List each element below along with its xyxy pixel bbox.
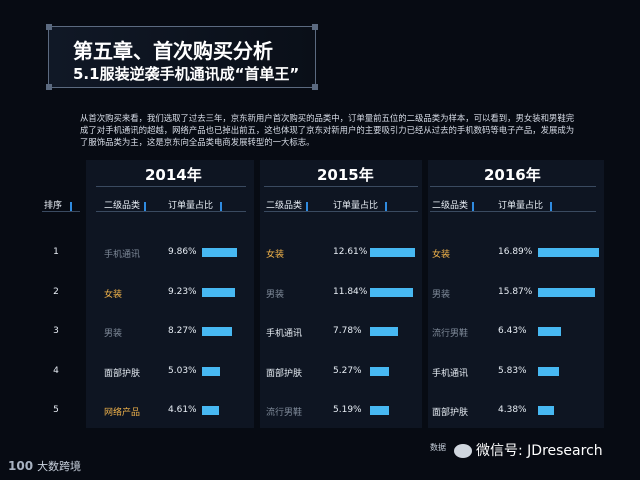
order-share-bar	[538, 288, 595, 297]
category-name: 女装	[432, 250, 451, 260]
order-share-bar	[202, 327, 232, 336]
chapter-title: 第五章、首次购买分析	[73, 39, 273, 63]
order-share-bar	[202, 248, 237, 257]
order-share-value: 5.83%	[498, 366, 527, 376]
order-share-bar	[538, 327, 561, 336]
intro-paragraph: 从首次购买来看，我们选取了过去三年，京东新用户首次购买的品类中，订单量前五位的二…	[80, 113, 575, 147]
footer-brand: 100 大数跨境	[8, 458, 81, 474]
category-name: 手机通讯	[432, 369, 469, 379]
order-share-value: 12.61%	[333, 247, 368, 257]
header-underline	[96, 211, 246, 212]
share-header: 订单量占比	[498, 201, 544, 211]
category-header-marker	[472, 202, 474, 212]
category-header: 二级品类	[104, 201, 141, 211]
order-share-value: 5.27%	[333, 366, 362, 376]
year-underline	[96, 186, 246, 187]
category-name: 网络产品	[104, 408, 141, 418]
category-name: 男装	[266, 290, 285, 300]
category-name: 手机通讯	[104, 250, 141, 260]
category-header: 二级品类	[266, 201, 303, 211]
section-title: 5.1服装逆袭手机通讯成“首单王”	[73, 65, 300, 83]
header-underline	[430, 211, 596, 212]
rank-2: 2	[53, 287, 59, 297]
wechat-id: 微信号: JDresearch	[476, 443, 603, 459]
share-header-marker	[385, 202, 387, 212]
category-name: 流行男鞋	[432, 329, 469, 339]
order-share-bar	[202, 406, 219, 415]
category-name: 男装	[432, 290, 451, 300]
title-box-corner	[46, 24, 52, 30]
rank-1: 1	[53, 247, 59, 257]
order-share-value: 15.87%	[498, 287, 533, 297]
order-share-value: 11.84%	[333, 287, 368, 297]
year-underline	[430, 186, 596, 187]
order-share-value: 5.19%	[333, 405, 362, 415]
rank-header-marker	[70, 202, 72, 212]
title-box: 第五章、首次购买分析 5.1服装逆袭手机通讯成“首单王”	[46, 24, 318, 90]
order-share-bar	[370, 327, 398, 336]
year-heading-2015: 2015年	[317, 166, 374, 184]
order-share-value: 7.78%	[333, 326, 362, 336]
category-header-marker	[144, 202, 146, 212]
category-name: 流行男鞋	[266, 408, 303, 418]
order-share-bar	[202, 288, 235, 297]
title-box-corner	[312, 24, 318, 30]
wechat-icon	[454, 444, 472, 458]
order-share-value: 6.43%	[498, 326, 527, 336]
category-name: 面部护肤	[432, 408, 469, 418]
order-share-value: 4.38%	[498, 405, 527, 415]
brand-name: 大数跨境	[37, 460, 82, 473]
order-share-bar	[538, 406, 554, 415]
rank-3: 3	[53, 326, 59, 336]
order-share-bar	[370, 406, 389, 415]
category-name: 女装	[266, 250, 285, 260]
rank-header: 排序	[44, 201, 63, 211]
order-share-bar	[538, 367, 559, 376]
brand-logo: 100	[8, 459, 34, 473]
category-header-marker	[306, 202, 308, 212]
year-heading-2014: 2014年	[145, 166, 202, 184]
order-share-bar	[202, 367, 220, 376]
share-header-marker	[220, 202, 222, 212]
order-share-bar	[370, 288, 413, 297]
header-underline	[264, 211, 418, 212]
category-name: 男装	[104, 329, 123, 339]
year-heading-2016: 2016年	[484, 166, 541, 184]
order-share-bar	[538, 248, 599, 257]
data-source-label: 数据	[430, 443, 446, 452]
rank-4: 4	[53, 366, 59, 376]
rank-5: 5	[53, 405, 59, 415]
order-share-value: 9.23%	[168, 287, 197, 297]
share-header: 订单量占比	[333, 201, 379, 211]
share-header-marker	[550, 202, 552, 212]
order-share-value: 16.89%	[498, 247, 533, 257]
category-name: 面部护肤	[104, 369, 141, 379]
category-header: 二级品类	[432, 201, 469, 211]
title-box-corner	[312, 84, 318, 90]
category-name: 手机通讯	[266, 329, 303, 339]
category-name: 面部护肤	[266, 369, 303, 379]
year-underline	[264, 186, 418, 187]
title-box-corner	[46, 84, 52, 90]
share-header: 订单量占比	[168, 201, 214, 211]
order-share-value: 8.27%	[168, 326, 197, 336]
order-share-bar	[370, 367, 389, 376]
order-share-value: 4.61%	[168, 405, 197, 415]
order-share-value: 5.03%	[168, 366, 197, 376]
order-share-value: 9.86%	[168, 247, 197, 257]
rank-header-line	[42, 211, 80, 212]
order-share-bar	[370, 248, 415, 257]
category-name: 女装	[104, 290, 123, 300]
wechat-watermark: 微信号: JDresearch	[454, 440, 603, 460]
